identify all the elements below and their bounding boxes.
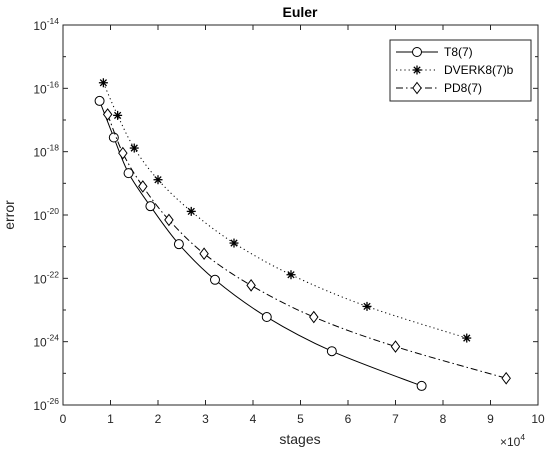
- data-point-dverk8-7-b: [153, 175, 163, 185]
- y-tick-label: 10-20: [33, 206, 59, 223]
- data-point-t8-7: [145, 201, 156, 212]
- y-tick-label-base: 10: [33, 272, 47, 286]
- data-point-pd8-7: [309, 310, 319, 324]
- data-point-dverk8-7-b: [286, 270, 296, 280]
- x-tick-label: 10: [531, 412, 545, 426]
- data-point-pd8-7: [199, 247, 209, 261]
- y-axis-label: error: [1, 200, 17, 230]
- x-tick-label: 3: [202, 412, 209, 426]
- data-point-dverk8-7-b: [113, 110, 123, 120]
- series-line-dverk8-7-b: [102, 82, 467, 339]
- y-tick-label-exponent: -20: [47, 206, 60, 216]
- y-tick-label-exponent: -14: [47, 16, 60, 26]
- y-tick-label-base: 10: [33, 19, 47, 33]
- data-point-dverk8-7-b: [98, 78, 108, 88]
- y-tick-label-exponent: -26: [47, 396, 60, 406]
- data-point-t8-7: [261, 312, 272, 323]
- data-point-pd8-7: [164, 213, 174, 227]
- x-tick-label: 9: [487, 412, 494, 426]
- legend-marker-t8-7: [412, 47, 422, 57]
- x-axis-multiplier-base: ×10: [500, 435, 521, 449]
- data-point-t8-7: [94, 95, 105, 106]
- data-point-pd8-7: [102, 108, 113, 121]
- data-point-pd8-7: [501, 371, 511, 385]
- y-tick-label-exponent: -16: [47, 79, 60, 89]
- data-point-t8-7: [210, 274, 220, 285]
- x-axis-label: stages: [279, 431, 320, 447]
- legend-marker-dverk8-7-b: [412, 65, 422, 75]
- legend-label-t8-7: T8(7): [444, 45, 473, 59]
- data-point-t8-7: [416, 380, 427, 391]
- data-point-t8-7: [123, 168, 134, 179]
- legend-marker-pd8-7: [412, 81, 422, 95]
- x-tick-label: 1: [107, 412, 114, 426]
- data-point-t8-7: [173, 239, 184, 250]
- y-tick-label-exponent: -18: [47, 143, 60, 153]
- x-tick-label: 4: [250, 412, 257, 426]
- data-point-dverk8-7-b: [362, 301, 372, 311]
- x-tick-label: 5: [297, 412, 304, 426]
- data-point-dverk8-7-b: [186, 206, 196, 216]
- data-point-dverk8-7-b: [129, 143, 139, 153]
- data-point-t8-7: [108, 132, 119, 143]
- data-point-pd8-7: [138, 180, 148, 193]
- data-point-pd8-7: [390, 340, 401, 353]
- data-point-pd8-7: [118, 146, 128, 160]
- x-tick-label: 0: [60, 412, 67, 426]
- data-point-t8-7: [326, 346, 337, 357]
- y-tick-label: 10-16: [33, 79, 59, 96]
- y-tick-label-base: 10: [33, 146, 47, 160]
- x-tick-label: 2: [155, 412, 162, 426]
- y-tick-label-base: 10: [33, 209, 47, 223]
- y-tick-label-base: 10: [33, 399, 47, 413]
- legend-label-pd8-7: PD8(7): [444, 81, 482, 95]
- x-axis-multiplier-exponent: 4: [520, 432, 525, 442]
- y-tick-label: 10-18: [33, 143, 59, 160]
- y-tick-label: 10-14: [33, 16, 59, 33]
- series-layer: [94, 78, 511, 391]
- y-tick-label: 10-24: [33, 333, 59, 350]
- y-tick-label-exponent: -22: [47, 269, 60, 279]
- y-tick-label-exponent: -24: [47, 333, 60, 343]
- y-tick-label-base: 10: [33, 82, 47, 96]
- y-tick-label-base: 10: [33, 336, 47, 350]
- x-tick-label: 6: [345, 412, 352, 426]
- chart-title: Euler: [282, 4, 318, 20]
- y-tick-label: 10-22: [33, 269, 59, 286]
- data-point-dverk8-7-b: [229, 238, 239, 248]
- x-tick-label: 8: [440, 412, 447, 426]
- data-point-pd8-7: [246, 279, 256, 292]
- legend-label-dverk8-7-b: DVERK8(7)b: [444, 63, 514, 77]
- data-point-dverk8-7-b: [462, 333, 472, 343]
- legend: T8(7) DVERK8(7)b PD8(7): [389, 39, 532, 102]
- x-axis-ticks: 0 1 2 3 4 5 6 7 8 9 10: [60, 25, 545, 426]
- x-tick-label: 7: [392, 412, 399, 426]
- y-tick-label: 10-26: [33, 396, 59, 413]
- x-axis-multiplier: ×104: [500, 432, 525, 449]
